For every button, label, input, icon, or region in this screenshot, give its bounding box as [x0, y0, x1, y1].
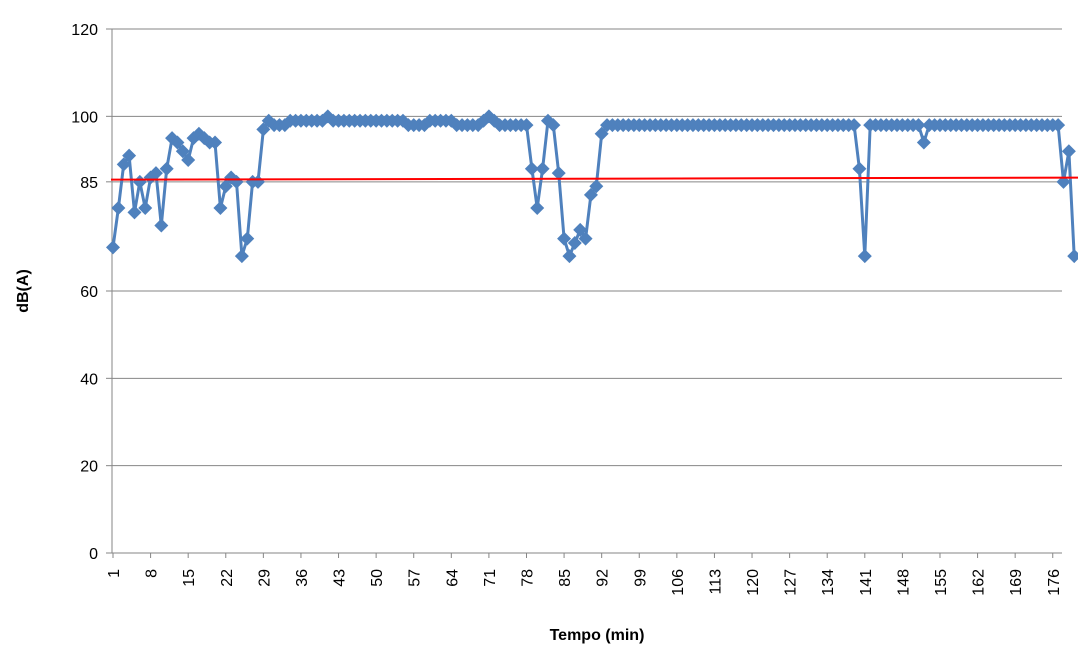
data-point-marker [546, 118, 561, 133]
x-tick-label: 85 [557, 569, 574, 587]
x-tick-label: 155 [933, 569, 950, 596]
x-tick-label: 43 [332, 569, 349, 587]
y-tick-label: 20 [80, 459, 98, 476]
data-point-marker [175, 144, 190, 159]
data-point-marker [208, 135, 223, 150]
data-point-marker [594, 126, 609, 141]
x-tick-label: 50 [369, 569, 386, 587]
y-tick-label: 120 [71, 22, 98, 39]
data-point-marker [911, 118, 926, 133]
data-point-marker [578, 231, 593, 246]
data-point-marker [530, 201, 545, 216]
y-tick-label: 60 [80, 284, 98, 301]
gridlines [106, 28, 1062, 554]
data-point-marker [852, 161, 867, 176]
data-point-marker [519, 118, 534, 133]
data-point-marker [154, 218, 169, 233]
data-point-marker [562, 249, 577, 264]
x-tick-label: 29 [256, 569, 273, 587]
x-tick-label: 64 [444, 569, 461, 587]
data-point-marker [1051, 118, 1066, 133]
reference-line-85 [110, 176, 1078, 181]
data-point-marker [583, 187, 598, 202]
data-point-marker [111, 201, 126, 216]
data-point-marker [122, 148, 137, 163]
x-tick-label: 134 [820, 569, 837, 596]
data-point-marker [551, 166, 566, 181]
x-tick-label: 176 [1046, 569, 1063, 596]
data-point-marker [170, 135, 185, 150]
data-point-marker [256, 122, 271, 137]
data-point-marker [557, 231, 572, 246]
data-point-marker [213, 201, 228, 216]
data-point-marker [589, 179, 604, 194]
data-point-marker [847, 118, 862, 133]
y-tick-label: 0 [89, 546, 98, 563]
data-point-marker [229, 174, 244, 189]
series-markers [106, 109, 1078, 264]
x-tick-label: 78 [519, 569, 536, 587]
y-axis-title: dB(A) [15, 269, 32, 313]
x-tick-label: 71 [482, 569, 499, 587]
x-tick-label: 141 [858, 569, 875, 596]
y-tick-label: 85 [80, 175, 98, 192]
data-point-marker [116, 157, 131, 172]
data-point-marker [127, 205, 142, 220]
y-tick-label: 40 [80, 371, 98, 388]
x-tick-label: 92 [595, 569, 612, 587]
data-point-marker [567, 235, 582, 250]
x-tick-labels: 1 8 15 22 29 36 43 50 57 64 71 78 85 92 99 106 113 120 127… [106, 553, 1063, 596]
data-point-marker [240, 231, 255, 246]
data-point-marker [857, 249, 872, 264]
data-point-marker [132, 174, 147, 189]
data-point-marker [524, 161, 539, 176]
data-point-marker [1061, 144, 1076, 159]
x-tick-label: 36 [294, 569, 311, 587]
data-point-marker [138, 201, 153, 216]
data-point-marker [159, 161, 174, 176]
x-tick-label: 15 [181, 569, 198, 587]
x-tick-label: 169 [1008, 569, 1025, 596]
y-tick-label: 100 [71, 109, 98, 126]
x-tick-label: 1 [106, 569, 123, 578]
data-point-marker [916, 135, 931, 150]
data-point-marker [106, 240, 120, 255]
data-point-marker [573, 222, 588, 237]
data-point-marker [234, 249, 249, 264]
x-tick-label: 120 [745, 569, 762, 596]
y-tick-labels: 0 20 40 60 85 100 120 [71, 22, 98, 563]
x-tick-label: 113 [707, 569, 724, 595]
data-point-marker [535, 161, 550, 176]
x-tick-label: 8 [144, 569, 161, 578]
x-tick-label: 162 [971, 569, 988, 596]
data-point-marker [181, 153, 196, 167]
data-point-marker [250, 174, 265, 189]
x-tick-label: 22 [219, 569, 236, 587]
x-tick-label: 57 [407, 569, 424, 587]
x-tick-label: 148 [895, 569, 912, 596]
x-tick-label: 99 [632, 569, 649, 587]
data-point-marker [1067, 249, 1078, 264]
x-tick-label: 106 [670, 569, 687, 596]
data-point-marker [148, 166, 163, 181]
data-point-marker [218, 179, 233, 194]
x-axis-title: Tempo (min) [550, 627, 645, 644]
x-tick-label: 127 [783, 569, 800, 596]
